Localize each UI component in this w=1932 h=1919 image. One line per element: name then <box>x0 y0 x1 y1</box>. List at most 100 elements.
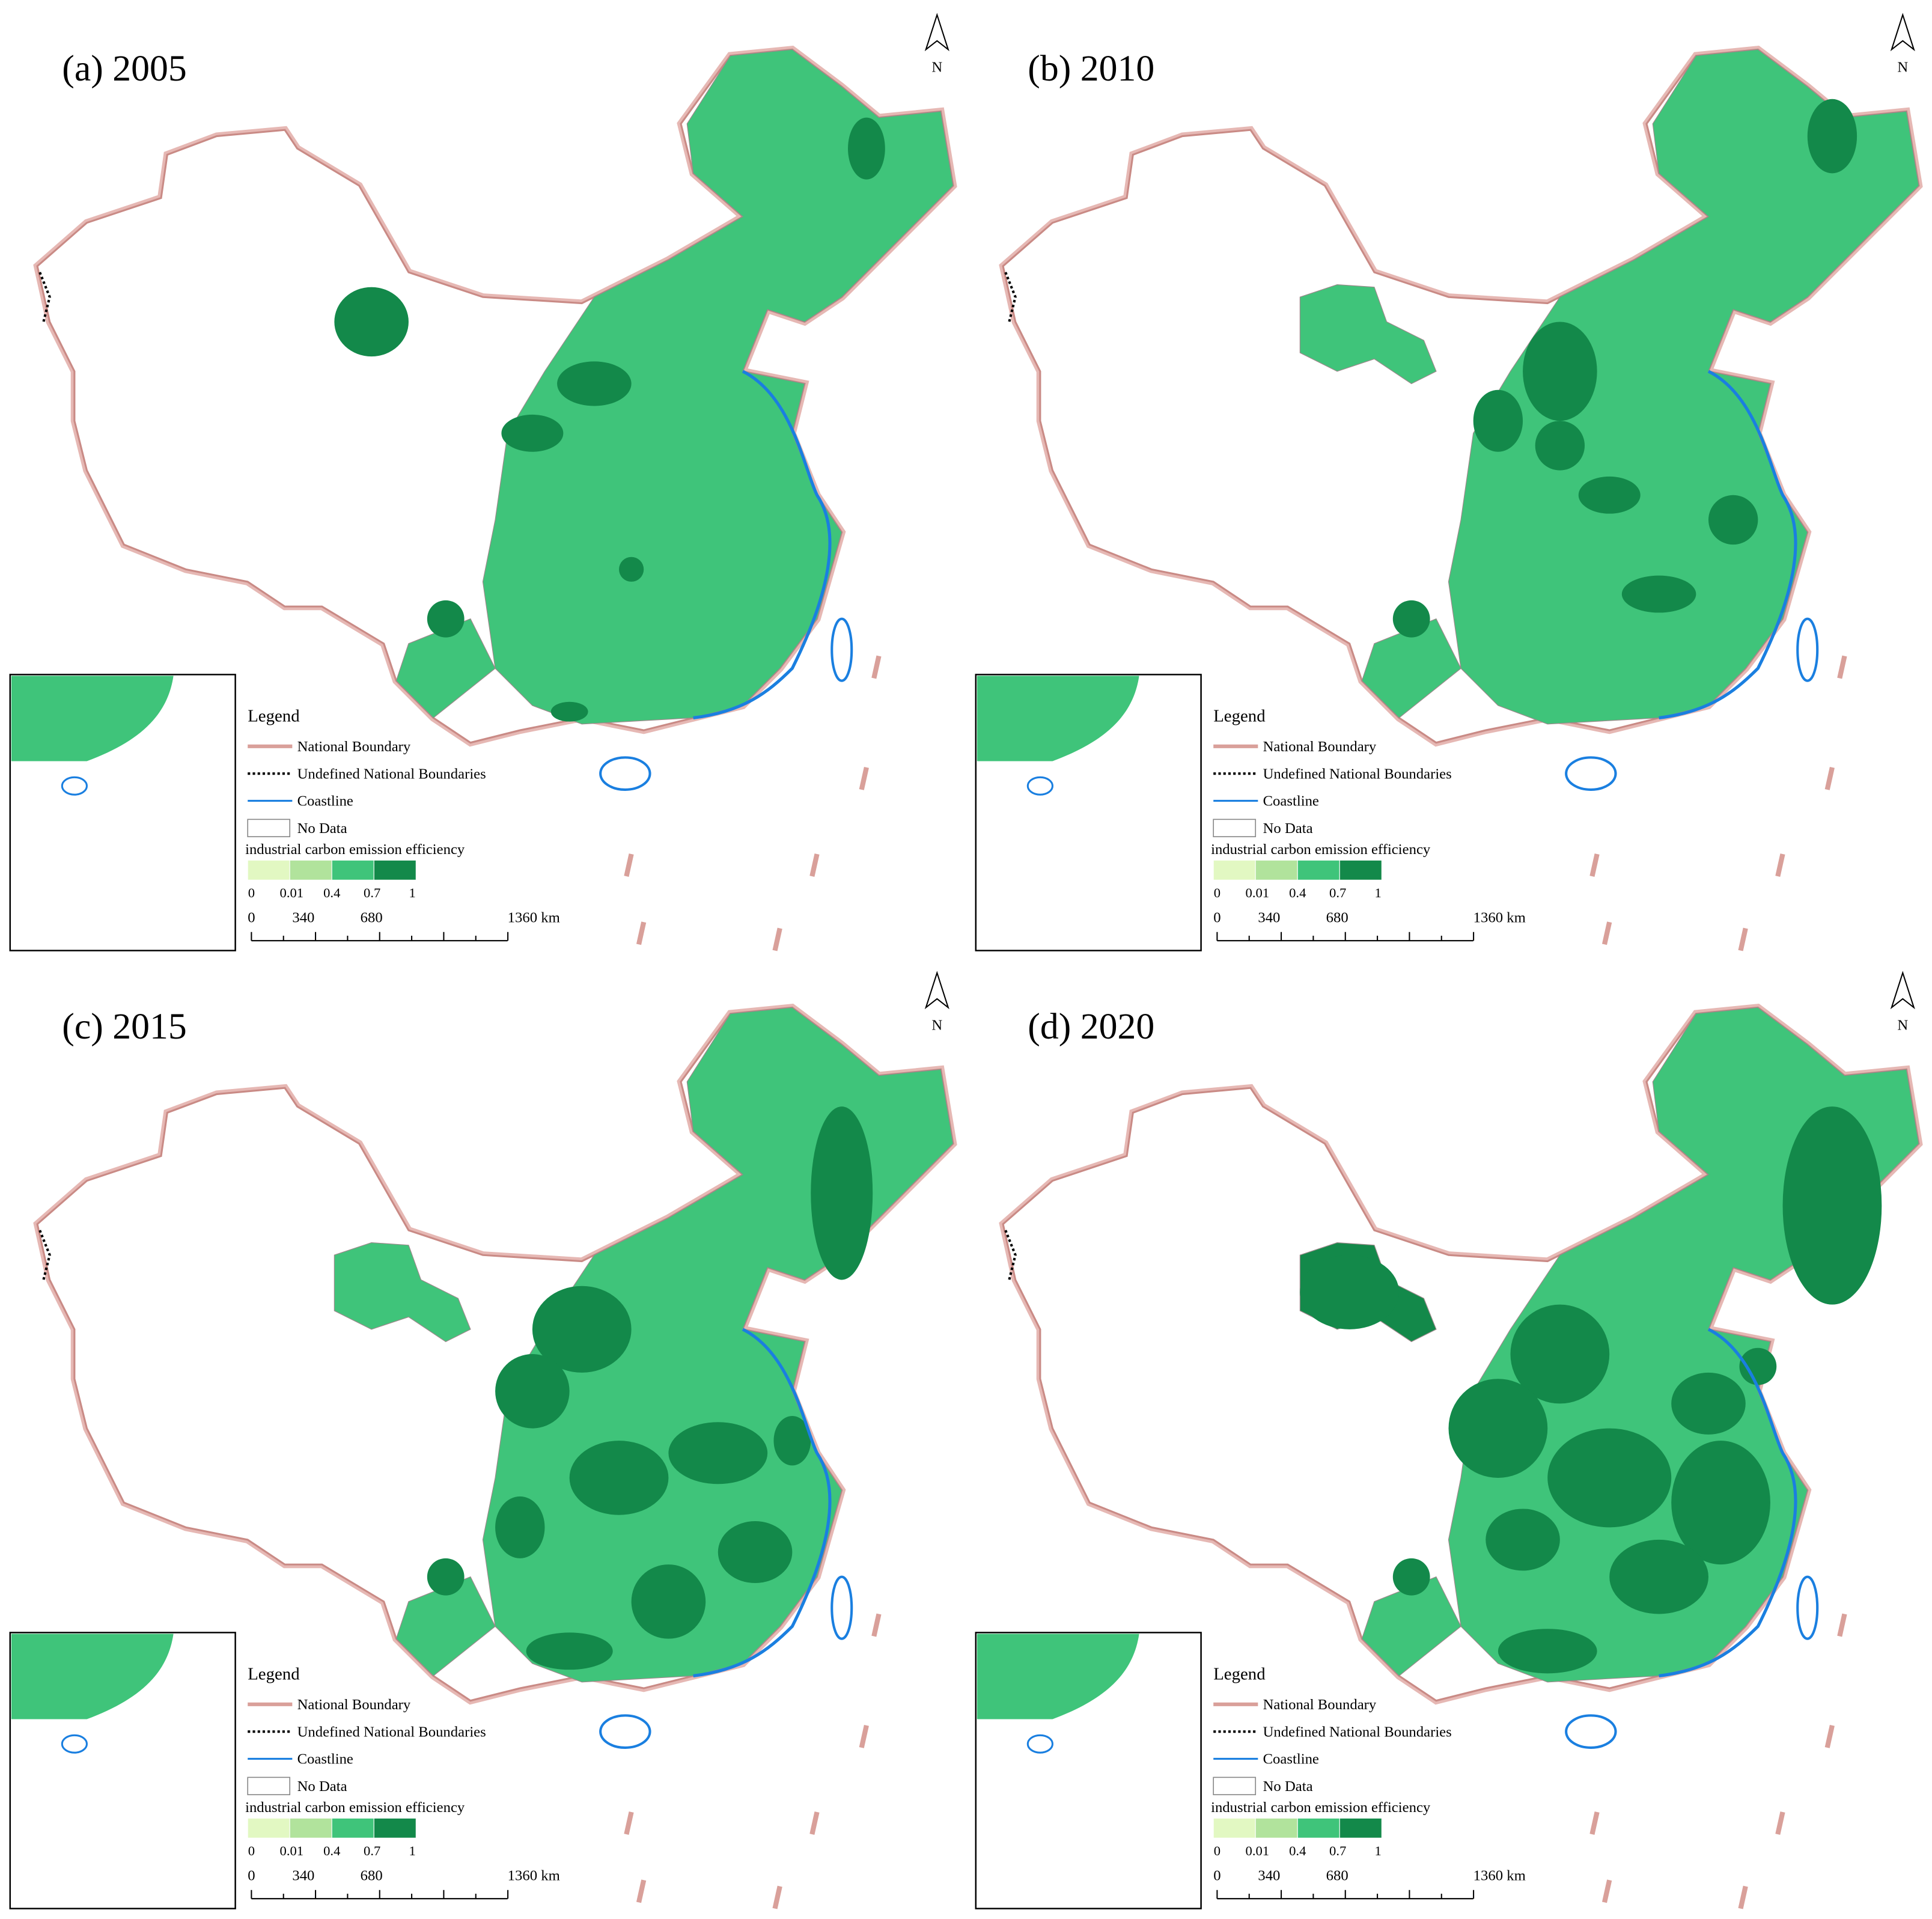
legend-class <box>1297 1817 1340 1838</box>
legend-item: Undefined National Boundaries <box>1263 766 1452 782</box>
scale-label: 0 <box>248 1867 255 1884</box>
legend-color-title: industrial carbon emission efficiency <box>245 1799 465 1816</box>
boundary-dash <box>1589 1811 1600 1835</box>
inset-land <box>977 1634 1139 1719</box>
undefined-boundary <box>38 1230 51 1280</box>
boundary-dash <box>1824 766 1835 790</box>
efficiency-region <box>569 1441 669 1515</box>
efficiency-region <box>1671 1372 1746 1435</box>
legend-break: 0.01 <box>1246 1843 1270 1858</box>
legend-item: No Data <box>1263 1778 1313 1795</box>
legend-item: National Boundary <box>297 739 411 755</box>
efficiency-region <box>619 557 644 582</box>
undefined-boundary <box>1004 1230 1017 1280</box>
map: (b) 2010 N Legend National Boundary Undefine… <box>975 13 1923 951</box>
island <box>830 1575 853 1640</box>
scale-label: 0 <box>1213 1867 1220 1884</box>
island <box>1796 617 1819 682</box>
legend-break: 0.7 <box>1329 885 1346 900</box>
efficiency-region <box>1578 476 1641 514</box>
legend-class <box>1339 859 1382 880</box>
panel-title: (b) 2010 <box>1028 48 1154 89</box>
panel-title: (a) 2005 <box>62 48 187 89</box>
scale-label: 680 <box>361 1867 383 1884</box>
coastline <box>1659 370 1797 720</box>
inset-island <box>1026 1734 1054 1754</box>
map: (c) 2015 N Legend National Boundary Undefine… <box>9 971 957 1909</box>
legend-title: Legend <box>248 707 300 726</box>
island <box>599 756 651 791</box>
boundary-dash <box>871 1613 882 1637</box>
legend-class <box>331 859 374 880</box>
legend-class <box>331 1817 374 1838</box>
efficiency-region <box>1510 1304 1610 1404</box>
island <box>1565 1714 1617 1749</box>
efficiency-region <box>1782 1106 1882 1305</box>
boundary-dash <box>809 853 820 877</box>
legend-item: No Data <box>297 820 347 837</box>
boundary-dash <box>636 921 647 945</box>
north-label: N <box>931 59 942 75</box>
legend-symbol <box>247 1777 291 1795</box>
scale-label: 1360 km <box>1473 909 1526 926</box>
map-panel: (b) 2010 N Legend National Boundary Undefine… <box>966 0 1931 958</box>
inset-island <box>61 776 88 796</box>
boundary-dash <box>1775 853 1785 877</box>
legend-class <box>247 859 290 880</box>
legend-item: Coastline <box>297 793 353 810</box>
legend-break: 0.4 <box>1289 885 1306 900</box>
island <box>830 617 853 682</box>
scale-label: 680 <box>1326 909 1348 926</box>
efficiency-region <box>848 117 885 180</box>
efficiency-region <box>1392 1558 1430 1596</box>
scale-label: 680 <box>361 909 383 926</box>
scale-label: 1360 km <box>508 1867 560 1884</box>
north-label: N <box>1897 1017 1908 1033</box>
legend-item: No Data <box>1263 820 1313 837</box>
legend-break: 0 <box>248 885 255 900</box>
inset-island <box>61 1734 88 1754</box>
scale-label: 340 <box>1258 1867 1280 1884</box>
island <box>1565 756 1617 791</box>
legend-break: 0.01 <box>280 1843 304 1858</box>
legend-color-title: industrial carbon emission efficiency <box>245 841 465 858</box>
legend-break: 0.4 <box>323 1843 340 1858</box>
undefined-boundary <box>1004 272 1017 322</box>
panel-title: (c) 2015 <box>62 1006 187 1047</box>
coastline <box>693 370 832 720</box>
north-label: N <box>931 1017 942 1033</box>
legend-break: 0 <box>1214 885 1220 900</box>
efficiency-region <box>334 287 409 357</box>
efficiency-region <box>1486 1509 1560 1571</box>
efficiency-region <box>631 1564 706 1639</box>
efficiency-region <box>1300 1255 1400 1329</box>
legend-title: Legend <box>1213 1665 1266 1684</box>
efficiency-region <box>1498 1629 1597 1674</box>
scale-label: 340 <box>292 909 314 926</box>
legend-symbol <box>1213 819 1257 837</box>
legend-break: 1 <box>409 885 415 900</box>
efficiency-region <box>1807 99 1857 174</box>
panel-title: (d) 2020 <box>1028 1006 1154 1047</box>
efficiency-region <box>1361 49 1919 725</box>
legend-item: National Boundary <box>1263 1697 1377 1713</box>
boundary-dash <box>1738 927 1748 951</box>
legend-class <box>373 1817 416 1838</box>
scale-label: 0 <box>1213 909 1220 926</box>
efficiency-region <box>495 1496 545 1558</box>
legend-class <box>1255 859 1298 880</box>
map-panel: (c) 2015 N Legend National Boundary Undefine… <box>0 958 966 1916</box>
boundary-dash <box>1738 1885 1748 1909</box>
boundary-dash <box>1837 1613 1847 1637</box>
efficiency-region <box>526 1632 613 1670</box>
efficiency-region <box>532 1286 632 1373</box>
legend-class <box>289 1817 332 1838</box>
north-arrow <box>924 971 949 1010</box>
efficiency-region <box>395 49 954 725</box>
scale-label: 680 <box>1326 1867 1348 1884</box>
efficiency-region <box>334 1242 471 1343</box>
legend-class <box>1339 1817 1382 1838</box>
efficiency-region <box>427 600 465 638</box>
legend-item: Undefined National Boundaries <box>297 1724 486 1740</box>
legend-class <box>289 859 332 880</box>
